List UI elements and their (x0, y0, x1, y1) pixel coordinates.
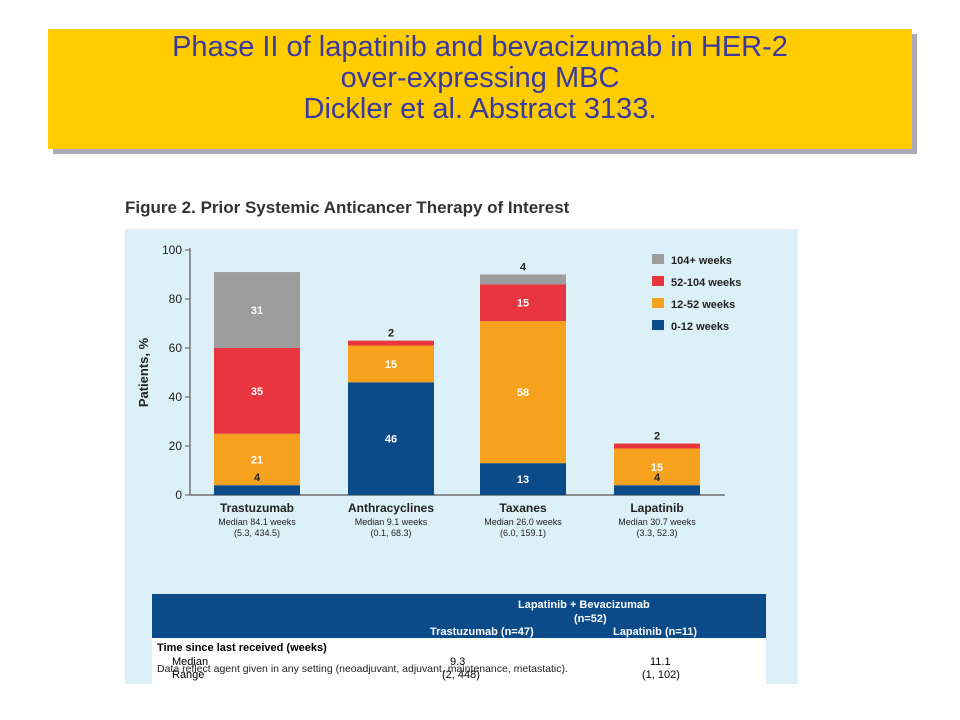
data-label: 58 (517, 387, 529, 399)
bar-segment (480, 284, 566, 322)
bar-segment (614, 448, 700, 486)
data-label: 4 (520, 262, 527, 274)
y-tick-label: 60 (169, 341, 183, 355)
data-label: 15 (385, 359, 397, 371)
data-label: 15 (517, 298, 529, 310)
data-label: 2 (388, 328, 394, 340)
table-cell: 9.3 (450, 656, 466, 668)
x-tick-label: Anthracyclines (348, 501, 434, 515)
table-group-n: (n=52) (574, 613, 607, 625)
x-tick-label: Lapatinib (630, 501, 683, 515)
table-cell: (2, 448) (442, 669, 480, 681)
y-axis-title: Patients, % (136, 337, 151, 407)
data-label: 46 (385, 434, 397, 446)
slide-title-line-1: Phase II of lapatinib and bevacizumab in… (172, 31, 788, 63)
therapy-table: Lapatinib + Bevacizumab (n=52) Trastuzum… (152, 594, 766, 694)
data-label: 13 (517, 474, 529, 486)
bar-segment (214, 272, 300, 348)
table-footnote: Data reflect agent given in any setting … (157, 663, 568, 675)
legend-swatch (652, 320, 664, 330)
table-col-lapatinib: Lapatinib (n=11) (613, 626, 698, 638)
figure-title: Figure 2. Prior Systemic Anticancer Ther… (125, 198, 570, 217)
bar-segment (348, 340, 434, 346)
legend-swatch (652, 276, 664, 286)
table-group-header: Lapatinib + Bevacizumab (518, 599, 650, 611)
table-cell: 11.1 (650, 656, 671, 668)
table-section-label: Time since last received (weeks) (157, 642, 327, 654)
x-tick-sublabel: Median 9.1 weeks (355, 517, 428, 527)
x-tick-sublabel: Median 26.0 weeks (484, 517, 562, 527)
y-tick-label: 40 (169, 390, 183, 404)
bar-segment (480, 321, 566, 464)
x-tick-sublabel: (6.0, 159.1) (500, 528, 546, 538)
table-row-label: Median (172, 656, 209, 668)
slide-title-box: Phase II of lapatinib and bevacizumab in… (48, 29, 912, 149)
x-tick-label: Trastuzumab (220, 501, 294, 515)
legend-label: 52-104 weeks (671, 277, 741, 289)
legend-swatch (652, 254, 664, 264)
data-label: 31 (251, 305, 263, 317)
table-row-label: Range (172, 669, 205, 681)
slide-title-line-3: Dickler et al. Abstract 3133. (303, 93, 657, 125)
data-label: 15 (651, 462, 663, 474)
x-tick-label: Taxanes (499, 501, 546, 515)
x-tick-sublabel: Median 84.1 weeks (218, 517, 296, 527)
bar-segment (480, 463, 566, 495)
x-tick-sublabel: (0.1, 68.3) (370, 528, 411, 538)
data-label: 35 (251, 386, 263, 398)
bar-segment (614, 485, 700, 495)
legend-label: 0-12 weeks (671, 321, 729, 333)
y-tick-label: 100 (162, 243, 182, 257)
x-tick-sublabel: (5.3, 434.5) (234, 528, 280, 538)
chart-panel: 0 20 40 60 80 100 Patients, % 4 21 35 31 Trastuzuma… (125, 229, 798, 694)
bar-segment (348, 345, 434, 383)
data-label: 2 (654, 431, 660, 443)
y-tick-label: 0 (175, 488, 182, 502)
bar-segment (614, 443, 700, 449)
table-col-trastuzumab: Trastuzumab (n=47) (430, 626, 534, 638)
bar-segment (214, 433, 300, 486)
stacked-bar-chart: 0 20 40 60 80 100 Patients, % 4 21 35 31 Trastuzuma… (136, 243, 741, 538)
legend-label: 12-52 weeks (671, 299, 735, 311)
table-body: Time since last received (weeks) Median … (152, 638, 766, 694)
x-tick-sublabel: Median 30.7 weeks (618, 517, 696, 527)
slide-title-line-2: over-expressing MBC (340, 62, 620, 94)
bar-segment (214, 485, 300, 495)
bar-segment (480, 274, 566, 285)
data-label: 4 (654, 472, 661, 484)
figure-image: Figure 2. Prior Systemic Anticancer Ther… (125, 188, 798, 694)
table-header: Lapatinib + Bevacizumab (n=52) Trastuzum… (152, 594, 766, 638)
x-tick-sublabel: (3.3, 52.3) (636, 528, 677, 538)
legend-swatch (652, 298, 664, 308)
y-tick-label: 80 (169, 292, 183, 306)
bar-segment (214, 348, 300, 434)
bar-segment (348, 382, 434, 495)
legend-label: 104+ weeks (671, 255, 732, 267)
data-label: 4 (254, 472, 261, 484)
table-cell: (1, 102) (642, 669, 680, 681)
y-tick-label: 20 (169, 439, 183, 453)
data-label: 21 (251, 454, 263, 466)
